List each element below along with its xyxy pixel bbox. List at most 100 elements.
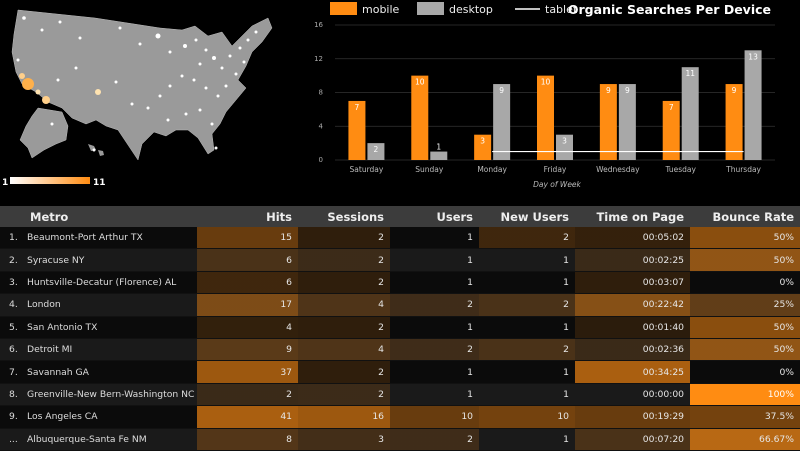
legend-label-tablet: tablet (545, 3, 578, 16)
us-geo-map[interactable] (0, 0, 300, 200)
table-row[interactable]: 3. Huntsville-Decatur (Florence) AL 6 2 1 1 00… (0, 271, 800, 295)
metro-dot[interactable] (210, 122, 214, 126)
metro-dot[interactable] (92, 148, 96, 152)
column-header-sessions[interactable]: Sessions (298, 206, 391, 227)
legend-item-mobile[interactable]: mobile (330, 2, 400, 16)
table-row[interactable]: 2. Syracuse NY 6 2 1 1 00:02:25 50% (0, 248, 800, 272)
metro-dot[interactable] (204, 48, 208, 52)
metro-dot[interactable] (183, 44, 187, 48)
metro-dot[interactable] (242, 60, 246, 64)
metro-dot[interactable] (168, 84, 172, 88)
mobile-bar[interactable] (474, 134, 492, 160)
metro-dot[interactable] (95, 89, 101, 95)
users-cell: 1 (390, 360, 480, 384)
metro-dot[interactable] (19, 73, 25, 79)
column-header-new-users[interactable]: New Users (479, 206, 576, 227)
x-tick-label: Tuesday (664, 165, 696, 174)
metro-dot[interactable] (16, 58, 20, 62)
metro-cell: Savannah GA (25, 360, 198, 384)
metro-dot[interactable] (180, 74, 184, 78)
table-row[interactable]: 7. Savannah GA 37 2 1 1 00:34:25 0% (0, 360, 800, 384)
bounce-rate-cell: 37.5% (690, 405, 800, 429)
metro-dot[interactable] (198, 62, 202, 66)
mobile-bar[interactable] (599, 84, 617, 160)
mobile-bar[interactable] (411, 75, 429, 160)
legend-item-tablet[interactable]: tablet (515, 3, 578, 16)
metro-dot[interactable] (246, 38, 250, 42)
metro-dot[interactable] (166, 118, 170, 122)
desktop-bar[interactable] (430, 151, 448, 160)
table-row[interactable]: 4. London 17 4 2 2 00:22:42 25% (0, 293, 800, 317)
metro-dot[interactable] (194, 38, 198, 42)
desktop-bar[interactable] (556, 134, 573, 160)
metro-dots (16, 16, 258, 152)
metro-dot[interactable] (50, 122, 54, 126)
metro-cell: Detroit MI (25, 338, 198, 362)
bounce-rate-cell: 50% (690, 227, 800, 250)
metro-dot[interactable] (40, 28, 44, 32)
metro-dot[interactable] (22, 78, 34, 90)
metro-dot[interactable] (35, 89, 41, 95)
desktop-bar[interactable] (681, 67, 699, 160)
table-row[interactable]: 5. San Antonio TX 4 2 1 1 00:01:40 50% (0, 316, 800, 339)
metro-dot[interactable] (168, 50, 172, 54)
table-row[interactable]: 6. Detroit MI 9 4 2 2 00:02:36 50% (0, 338, 800, 362)
sessions-cell: 2 (298, 248, 391, 272)
new-users-cell: 2 (479, 338, 576, 362)
legend-label-desktop: desktop (449, 3, 493, 16)
metro-dot[interactable] (146, 106, 150, 110)
column-header-metro[interactable]: Metro (0, 206, 198, 227)
metro-dot[interactable] (198, 108, 202, 112)
bounce-rate-cell: 25% (690, 293, 800, 317)
metro-dot[interactable] (204, 86, 208, 90)
metro-dot[interactable] (220, 66, 224, 70)
metro-dot[interactable] (214, 146, 218, 150)
metro-dot[interactable] (78, 36, 82, 40)
desktop-bar[interactable] (367, 143, 385, 160)
metro-dot[interactable] (56, 78, 60, 82)
mobile-bar[interactable] (725, 84, 743, 160)
column-header-time-on-page[interactable]: Time on Page (575, 206, 691, 227)
table-row[interactable]: 8. Greenville-New Bern-Washington NC 2 2 1 1 0… (0, 383, 800, 407)
desktop-bar[interactable] (493, 84, 511, 160)
table-row[interactable]: 1. Beaumont-Port Arthur TX 15 2 1 2 00:05:02 50… (0, 227, 800, 250)
metro-dot[interactable] (234, 72, 238, 76)
metro-dot[interactable] (74, 66, 78, 70)
sessions-cell: 2 (298, 316, 391, 339)
metro-dot[interactable] (254, 30, 258, 34)
metro-dot[interactable] (114, 80, 118, 84)
desktop-bar[interactable] (744, 50, 762, 160)
metro-dot[interactable] (118, 26, 122, 30)
time-on-page-cell: 00:00:00 (575, 383, 691, 407)
mobile-bar[interactable] (537, 75, 554, 160)
column-header-users[interactable]: Users (390, 206, 480, 227)
metro-dot[interactable] (22, 16, 26, 20)
table-row[interactable]: ... Albuquerque-Santa Fe NM 8 3 2 1 00:07:20 66… (0, 428, 800, 451)
metro-dot[interactable] (184, 112, 188, 116)
metro-dot[interactable] (212, 56, 216, 60)
desktop-bar[interactable] (618, 84, 636, 160)
metro-cell: San Antonio TX (25, 316, 198, 339)
column-header-bounce-rate[interactable]: Bounce Rate (690, 206, 800, 227)
column-header-hits[interactable]: Hits (197, 206, 299, 227)
metro-dot[interactable] (58, 20, 62, 24)
sessions-cell: 2 (298, 227, 391, 250)
metro-dot[interactable] (155, 33, 161, 39)
desktop-data-label: 9 (499, 86, 504, 95)
desktop-data-label: 2 (374, 145, 379, 154)
metro-dot[interactable] (192, 78, 196, 82)
metro-dot[interactable] (216, 94, 220, 98)
metro-dot[interactable] (158, 94, 162, 98)
metro-dot[interactable] (228, 54, 232, 58)
metro-dot[interactable] (42, 96, 50, 104)
bounce-rate-cell: 0% (690, 360, 800, 384)
table-row[interactable]: 9. Los Angeles CA 41 16 10 10 00:19:29 37.5% (0, 405, 800, 429)
scale-gradient-bar (10, 177, 90, 184)
metro-dot[interactable] (238, 46, 242, 50)
metro-dot[interactable] (224, 84, 228, 88)
mobile-bar[interactable] (348, 100, 366, 160)
metro-dot[interactable] (130, 102, 134, 106)
legend-item-desktop[interactable]: desktop (417, 2, 493, 16)
mobile-bar[interactable] (662, 100, 680, 160)
metro-dot[interactable] (138, 42, 142, 46)
